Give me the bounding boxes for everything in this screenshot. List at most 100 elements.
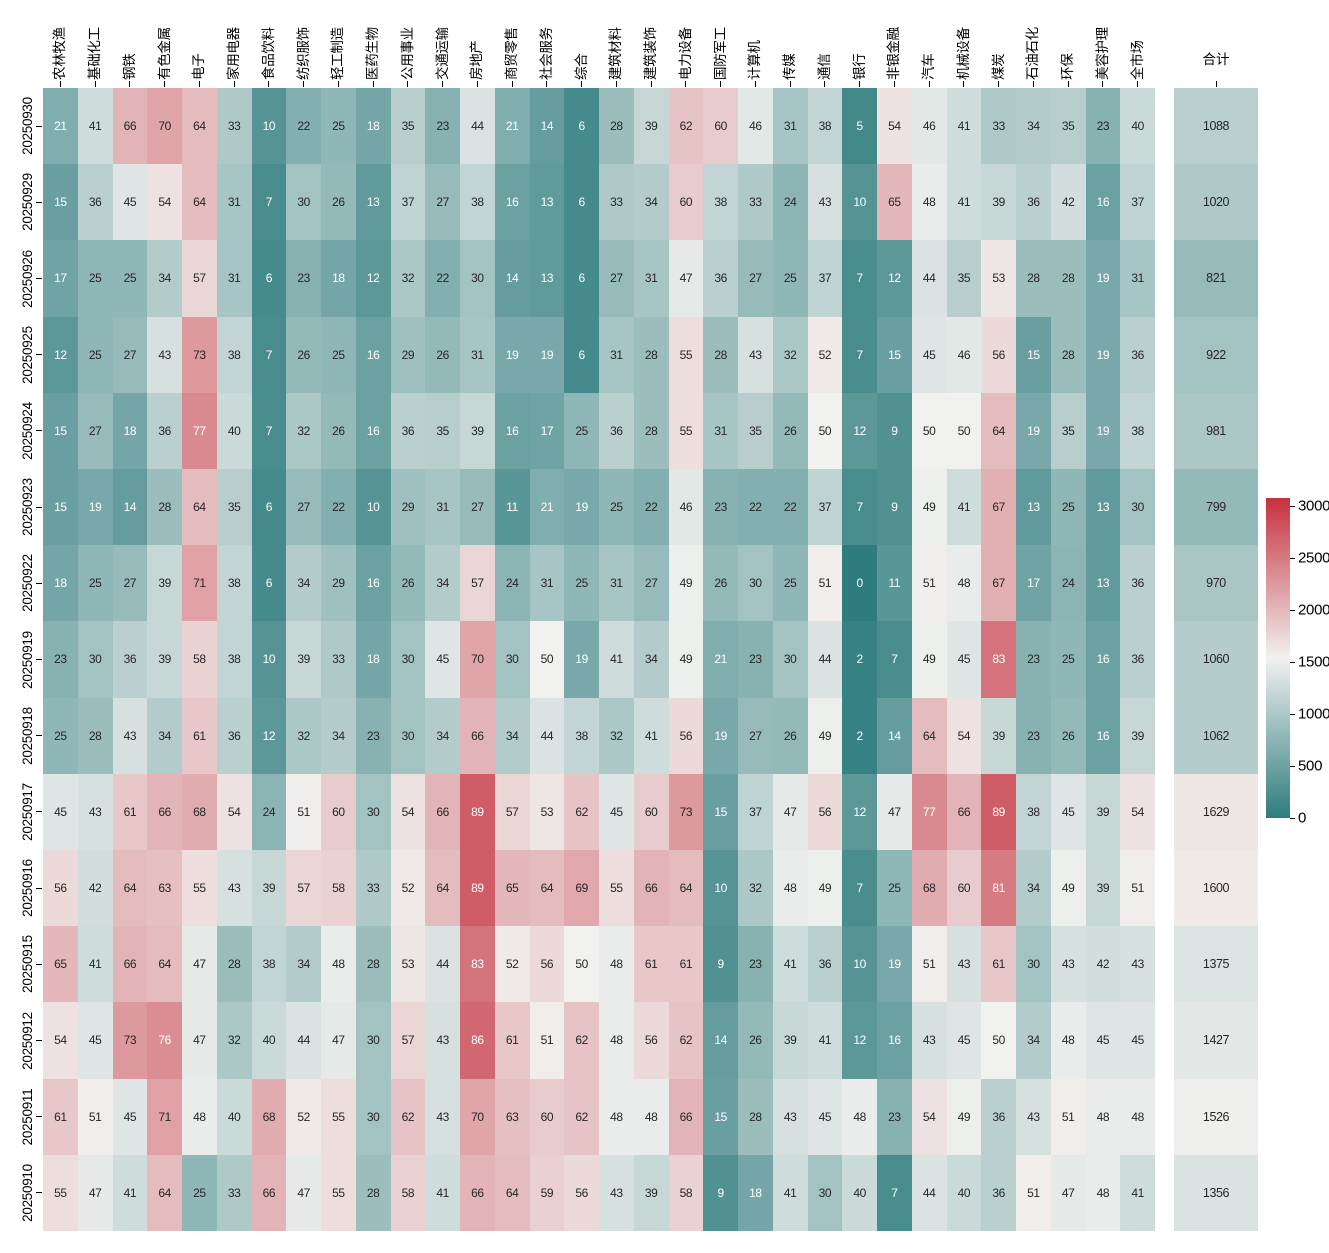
heatmap-cell: 61 bbox=[668, 926, 704, 1003]
heatmap-cell: 36 bbox=[1016, 164, 1051, 241]
heatmap-cell: 51 bbox=[286, 773, 321, 850]
heatmap-cell: 68 bbox=[911, 849, 947, 927]
heatmap-cell: 53 bbox=[981, 240, 1016, 317]
heatmap-cell: 23 bbox=[286, 240, 321, 317]
heatmap-cell: 16 bbox=[355, 392, 391, 469]
x-axis-tick bbox=[1137, 81, 1139, 87]
heatmap-cell: 6 bbox=[564, 164, 599, 241]
heatmap-cell: 19 bbox=[877, 926, 912, 1003]
row-date-label: 20250923 bbox=[20, 478, 35, 536]
row-date-label: 20250919 bbox=[20, 630, 35, 689]
heatmap-cell: 55 bbox=[321, 1154, 356, 1231]
heatmap-cell: 56 bbox=[529, 926, 565, 1003]
heatmap-cell: 66 bbox=[460, 697, 495, 774]
heatmap-cell: 49 bbox=[668, 621, 704, 698]
x-axis-tick bbox=[546, 81, 548, 87]
heatmap-cell: 33 bbox=[738, 164, 773, 241]
heatmap-cell: 43 bbox=[147, 316, 182, 393]
heatmap-grid: 21 41 66 70 64 33 10 22 25 18 35 23 44 21 14 6 28 39 62 60 4… bbox=[43, 88, 1155, 1231]
heatmap-cell: 2 bbox=[842, 621, 877, 698]
heatmap-cell: 86 bbox=[460, 1002, 495, 1079]
heatmap-cell: 34 bbox=[633, 164, 669, 241]
heatmap-cell: 31 bbox=[703, 392, 738, 469]
heatmap-cell: 61 bbox=[182, 697, 217, 774]
heatmap-cell: 26 bbox=[1050, 697, 1086, 774]
heatmap-cell: 24 bbox=[772, 164, 808, 241]
heatmap-cell: 55 bbox=[321, 1078, 356, 1155]
column-header-label: 非银金融 bbox=[886, 27, 902, 80]
heatmap-cell: 36 bbox=[703, 240, 738, 317]
x-axis-tick bbox=[859, 81, 861, 87]
heatmap-cell: 61 bbox=[981, 926, 1016, 1003]
heatmap-cell: 22 bbox=[772, 468, 808, 546]
x-axis-tick bbox=[268, 81, 270, 87]
heatmap-cell: 36 bbox=[77, 164, 113, 241]
heatmap-cell: 28 bbox=[1050, 240, 1086, 317]
total-cell: 1062 bbox=[1174, 697, 1258, 774]
heatmap-cell: 40 bbox=[251, 1002, 287, 1079]
heatmap-cell: 6 bbox=[251, 468, 287, 546]
total-cell: 1427 bbox=[1174, 1002, 1258, 1079]
heatmap-cell: 12 bbox=[842, 392, 877, 469]
heatmap-cell: 31 bbox=[599, 316, 634, 393]
heatmap-cell: 56 bbox=[981, 316, 1016, 393]
column-header-label: 社会服务 bbox=[538, 27, 554, 80]
heatmap-cell: 21 bbox=[703, 621, 738, 698]
heatmap-cell: 32 bbox=[286, 392, 321, 469]
heatmap-cell: 45 bbox=[43, 773, 78, 850]
heatmap-cell: 12 bbox=[251, 697, 287, 774]
heatmap-cell: 43 bbox=[599, 1154, 634, 1231]
heatmap-cell: 14 bbox=[529, 88, 565, 165]
heatmap-cell: 31 bbox=[425, 468, 460, 546]
heatmap-cell: 37 bbox=[807, 240, 843, 317]
heatmap-cell: 2 bbox=[842, 697, 877, 774]
heatmap-cell: 35 bbox=[425, 392, 460, 469]
heatmap-cell: 36 bbox=[112, 621, 148, 698]
heatmap-cell: 26 bbox=[772, 392, 808, 469]
heatmap-cell: 43 bbox=[807, 164, 843, 241]
heatmap-cell: 21 bbox=[494, 88, 530, 165]
heatmap-cell: 43 bbox=[911, 1002, 947, 1079]
y-axis-tick bbox=[36, 125, 42, 127]
heatmap-cell: 39 bbox=[147, 545, 182, 622]
heatmap-cell: 50 bbox=[807, 392, 843, 469]
heatmap-cell: 28 bbox=[738, 1078, 773, 1155]
heatmap-cell: 41 bbox=[425, 1154, 460, 1231]
heatmap-cell: 51 bbox=[1120, 849, 1155, 927]
heatmap-cell: 48 bbox=[1050, 1002, 1086, 1079]
heatmap-cell: 64 bbox=[425, 849, 460, 927]
heatmap-cell: 45 bbox=[1120, 1002, 1155, 1079]
heatmap-cell: 24 bbox=[1050, 545, 1086, 622]
column-header-label: 银行 bbox=[851, 53, 867, 80]
heatmap-cell: 62 bbox=[668, 88, 704, 165]
totals-header-tick bbox=[1215, 81, 1217, 87]
heatmap-cell: 48 bbox=[772, 849, 808, 927]
heatmap-cell: 17 bbox=[529, 392, 565, 469]
column-header-label: 医药生物 bbox=[365, 27, 381, 80]
heatmap-cell: 47 bbox=[877, 773, 912, 850]
heatmap-cell: 45 bbox=[599, 773, 634, 850]
heatmap-cell: 23 bbox=[355, 697, 391, 774]
total-cell: 1375 bbox=[1174, 926, 1258, 1003]
heatmap-cell: 26 bbox=[425, 316, 460, 393]
heatmap-cell: 9 bbox=[703, 926, 738, 1003]
heatmap-cell: 35 bbox=[738, 392, 773, 469]
heatmap-cell: 73 bbox=[182, 316, 217, 393]
heatmap-cell: 64 bbox=[112, 849, 148, 927]
heatmap-cell: 83 bbox=[981, 621, 1016, 698]
heatmap-cell: 51 bbox=[807, 545, 843, 622]
heatmap-cell: 81 bbox=[981, 849, 1016, 927]
x-axis-tick bbox=[685, 81, 687, 87]
heatmap-cell: 29 bbox=[390, 316, 426, 393]
heatmap-cell: 25 bbox=[772, 545, 808, 622]
heatmap-cell: 16 bbox=[355, 316, 391, 393]
heatmap-cell: 39 bbox=[633, 1154, 669, 1231]
heatmap-cell: 30 bbox=[460, 240, 495, 317]
column-header-label: 传媒 bbox=[782, 53, 798, 80]
heatmap-cell: 41 bbox=[77, 88, 113, 165]
y-axis-tick bbox=[36, 1040, 42, 1041]
heatmap-cell: 15 bbox=[703, 773, 738, 850]
heatmap-cell: 47 bbox=[1050, 1154, 1086, 1231]
heatmap-cell: 13 bbox=[529, 164, 565, 241]
column-header-label: 家用电器 bbox=[226, 27, 242, 80]
